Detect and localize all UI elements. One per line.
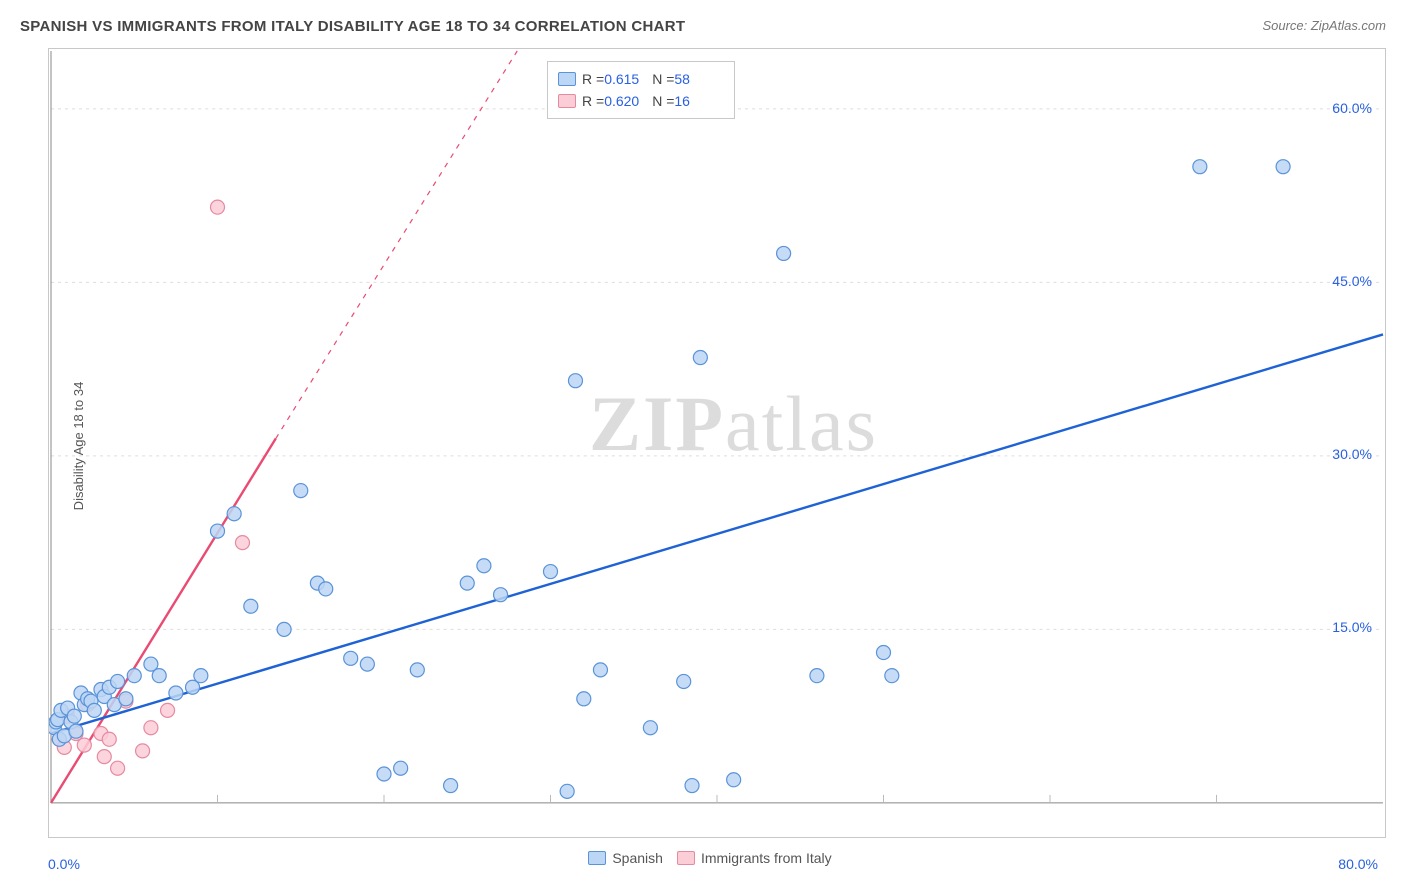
legend-swatch: [588, 851, 606, 865]
legend-bottom: Spanish Immigrants from Italy: [0, 850, 1406, 866]
y-tick-label: 30.0%: [1332, 446, 1372, 462]
plot-area: ZIPatlas R = 0.615 N = 58 R = 0.620 N = …: [48, 48, 1386, 838]
chart-title: SPANISH VS IMMIGRANTS FROM ITALY DISABIL…: [20, 18, 685, 35]
legend-swatch: [677, 851, 695, 865]
stats-row: R = 0.615 N = 58: [558, 68, 722, 90]
source-attribution: Source: ZipAtlas.com: [1262, 18, 1386, 33]
stats-row: R = 0.620 N = 16: [558, 90, 722, 112]
stats-r-label: R =: [582, 68, 604, 90]
stats-n-value: 58: [674, 68, 722, 90]
y-tick-label: 60.0%: [1332, 100, 1372, 116]
stats-legend: R = 0.615 N = 58 R = 0.620 N = 16: [547, 61, 735, 119]
stats-n-label: N =: [652, 90, 674, 112]
stats-r-value: 0.615: [604, 68, 652, 90]
stats-r-value: 0.620: [604, 90, 652, 112]
stats-n-label: N =: [652, 68, 674, 90]
legend-label: Immigrants from Italy: [701, 850, 832, 866]
source-label: Source:: [1262, 18, 1310, 33]
stats-swatch: [558, 94, 576, 108]
plot-svg: [49, 49, 1385, 837]
legend-label: Spanish: [612, 850, 663, 866]
stats-swatch: [558, 72, 576, 86]
source-name: ZipAtlas.com: [1311, 18, 1386, 33]
chart-container: SPANISH VS IMMIGRANTS FROM ITALY DISABIL…: [0, 0, 1406, 892]
y-tick-label: 15.0%: [1332, 619, 1372, 635]
y-tick-label: 45.0%: [1332, 273, 1372, 289]
stats-n-value: 16: [674, 90, 722, 112]
stats-r-label: R =: [582, 90, 604, 112]
title-bar: SPANISH VS IMMIGRANTS FROM ITALY DISABIL…: [20, 18, 1386, 44]
